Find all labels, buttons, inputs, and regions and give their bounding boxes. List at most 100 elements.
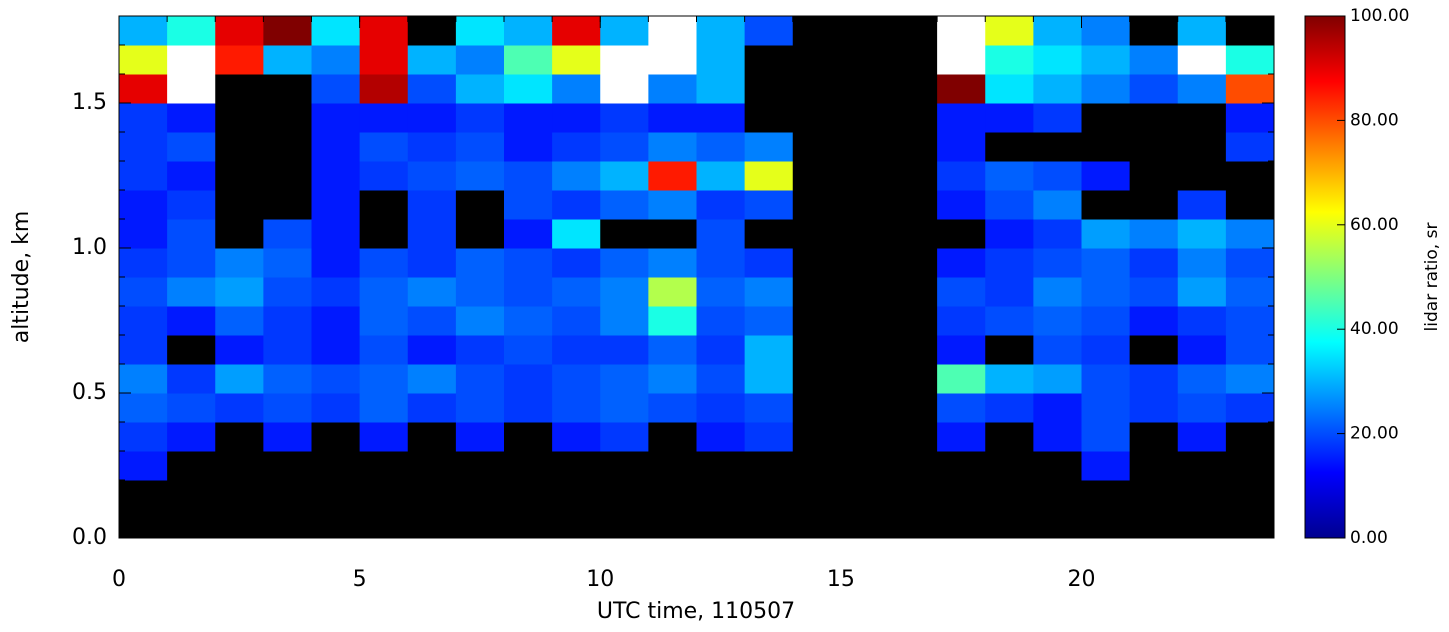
heatmap-cell xyxy=(455,16,505,46)
heatmap-cell xyxy=(1129,306,1179,336)
heatmap-cell xyxy=(985,219,1034,249)
heatmap-cell xyxy=(840,422,890,452)
heatmap-cell xyxy=(504,451,553,481)
heatmap-cell xyxy=(504,45,553,75)
heatmap-cell xyxy=(792,45,842,75)
heatmap-cell xyxy=(1081,74,1131,104)
heatmap-cell xyxy=(889,335,938,365)
heatmap-cell xyxy=(1225,74,1275,104)
heatmap-cell xyxy=(1081,335,1131,365)
heatmap-cell xyxy=(600,393,649,423)
heatmap-cell xyxy=(840,161,890,191)
heatmap-cell xyxy=(696,45,746,75)
heatmap-cell xyxy=(263,16,312,46)
heatmap-cell xyxy=(455,277,505,307)
heatmap-cell xyxy=(600,277,649,307)
heatmap-cell xyxy=(504,248,553,278)
heatmap-cell xyxy=(696,335,746,365)
heatmap-cell xyxy=(840,190,890,220)
heatmap-cell xyxy=(407,74,457,104)
heatmap-cell xyxy=(552,132,601,162)
heatmap-cell xyxy=(1177,422,1227,452)
heatmap-cell xyxy=(119,364,168,394)
heatmap-cell xyxy=(600,422,649,452)
heatmap-cell xyxy=(311,306,361,336)
y-tick-label: 1.0 xyxy=(72,235,107,260)
heatmap-cell xyxy=(1225,422,1275,452)
heatmap-cell xyxy=(937,451,986,481)
heatmap-cell xyxy=(263,335,312,365)
heatmap-cell xyxy=(1081,422,1131,452)
heatmap-cell xyxy=(359,335,409,365)
heatmap-cell xyxy=(744,364,794,394)
heatmap-cell xyxy=(1177,132,1227,162)
heatmap-cell xyxy=(167,364,216,394)
heatmap-cell xyxy=(167,277,216,307)
heatmap-cell xyxy=(744,509,794,539)
heatmap-cell xyxy=(1129,364,1179,394)
heatmap-cell xyxy=(1033,422,1082,452)
heatmap-cell xyxy=(1033,364,1082,394)
heatmap-cell xyxy=(455,132,505,162)
heatmap-cell xyxy=(455,509,505,539)
heatmap-cell xyxy=(792,219,842,249)
heatmap-cell xyxy=(937,422,986,452)
heatmap-cell xyxy=(792,161,842,191)
heatmap-cell xyxy=(215,509,264,539)
heatmap-cell xyxy=(407,480,457,510)
heatmap-cell xyxy=(1225,16,1275,46)
heatmap-cell xyxy=(1129,45,1179,75)
heatmap-cell xyxy=(263,74,312,104)
heatmap-cell xyxy=(600,16,649,46)
heatmap-cell xyxy=(744,16,794,46)
heatmap-cell xyxy=(1081,393,1131,423)
heatmap-cell xyxy=(1033,451,1082,481)
heatmap-cell xyxy=(840,219,890,249)
heatmap-cell xyxy=(407,161,457,191)
heatmap-cell xyxy=(1225,45,1275,75)
heatmap-cell xyxy=(552,335,601,365)
heatmap-cell xyxy=(455,422,505,452)
heatmap-cell xyxy=(263,161,312,191)
heatmap-cell xyxy=(263,45,312,75)
heatmap-cell xyxy=(455,248,505,278)
heatmap-cell xyxy=(1033,306,1082,336)
heatmap-cell xyxy=(215,74,264,104)
heatmap-cell xyxy=(407,219,457,249)
heatmap-cell xyxy=(1177,103,1227,133)
heatmap-cell xyxy=(600,219,649,249)
heatmap-cell xyxy=(648,335,697,365)
heatmap-cell xyxy=(985,16,1034,46)
heatmap-cell xyxy=(119,480,168,510)
heatmap-cell xyxy=(648,451,697,481)
heatmap-cell xyxy=(1033,132,1082,162)
heatmap-cell xyxy=(937,190,986,220)
heatmap-cell xyxy=(167,219,216,249)
heatmap-cell xyxy=(600,103,649,133)
heatmap-cell xyxy=(1081,161,1131,191)
heatmap-cell xyxy=(1129,74,1179,104)
heatmap-cell xyxy=(167,393,216,423)
heatmap-cell xyxy=(648,509,697,539)
heatmap-cell xyxy=(359,219,409,249)
heatmap-cell xyxy=(552,74,601,104)
heatmap-cell xyxy=(215,422,264,452)
heatmap-cell xyxy=(696,74,746,104)
heatmap-cell xyxy=(889,451,938,481)
heatmap-cell xyxy=(648,161,697,191)
heatmap-cell xyxy=(359,451,409,481)
heatmap-cell xyxy=(744,103,794,133)
heatmap-cell xyxy=(1225,451,1275,481)
heatmap-cell xyxy=(167,248,216,278)
heatmap-cell xyxy=(744,248,794,278)
heatmap-cell xyxy=(744,74,794,104)
heatmap-cell xyxy=(744,451,794,481)
heatmap-cell xyxy=(792,480,842,510)
heatmap-cell xyxy=(311,74,361,104)
heatmap-cell xyxy=(744,190,794,220)
x-tick-label: 0 xyxy=(112,567,126,592)
heatmap-cell xyxy=(504,509,553,539)
heatmap-cell xyxy=(792,306,842,336)
heatmap-cell xyxy=(696,451,746,481)
colorbar-tick-label: 40.00 xyxy=(1350,319,1399,339)
